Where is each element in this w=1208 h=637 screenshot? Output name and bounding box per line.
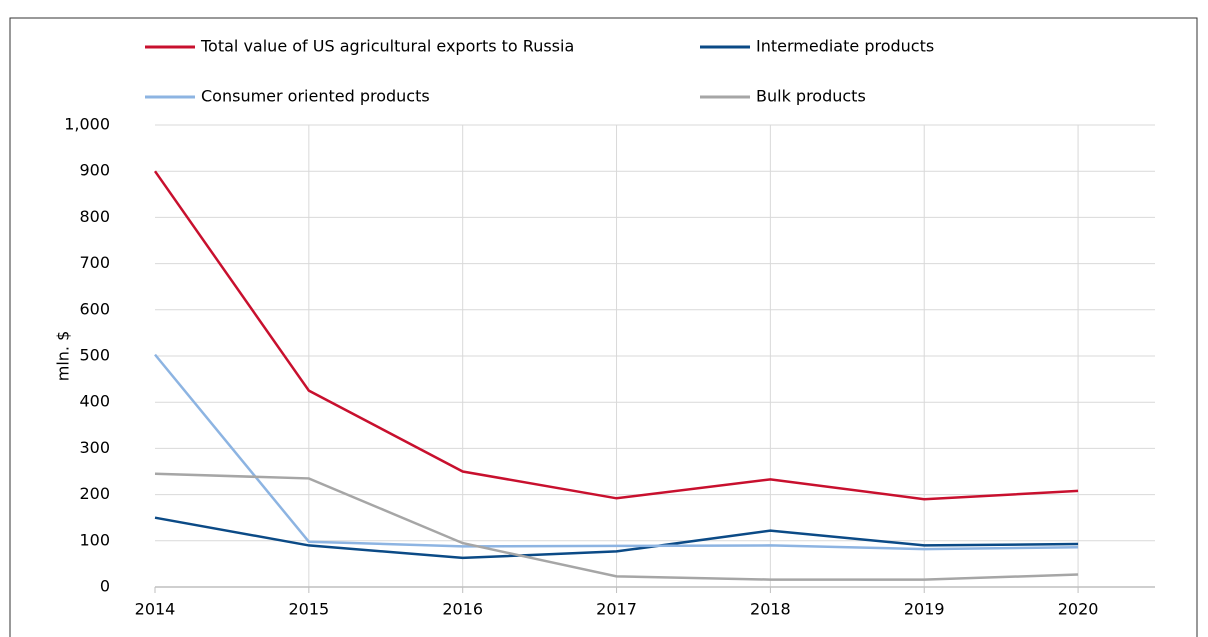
y-tick-label: 800 <box>79 207 110 226</box>
legend-label: Total value of US agricultural exports t… <box>200 37 574 56</box>
y-tick-label: 300 <box>79 438 110 457</box>
legend-label: Intermediate products <box>756 37 934 56</box>
y-tick-label: 700 <box>79 253 110 272</box>
line-series <box>153 170 1079 501</box>
x-tick-label: 2014 <box>135 600 176 619</box>
x-tick-label: 2019 <box>904 600 945 619</box>
x-tick-label: 2018 <box>750 600 791 619</box>
x-tick-label: 2020 <box>1058 600 1099 619</box>
chart-frame <box>9 17 1198 637</box>
x-tick-label: 2015 <box>288 600 329 619</box>
y-tick-label: 200 <box>79 484 110 503</box>
line-series <box>154 516 1079 560</box>
y-tick-label: 900 <box>79 161 110 180</box>
y-tick-label: 100 <box>79 530 110 549</box>
line-series <box>154 472 1079 581</box>
x-tick-label: 2017 <box>596 600 637 619</box>
y-tick-label: 500 <box>79 346 110 365</box>
y-tick-label: 400 <box>79 392 110 411</box>
line-series <box>154 353 1079 551</box>
legend-label: Bulk products <box>756 87 866 106</box>
x-tick-label: 2016 <box>442 600 483 619</box>
y-tick-label: 1,000 <box>64 115 110 134</box>
legend-label: Consumer oriented products <box>201 87 430 106</box>
y-tick-label: 600 <box>79 299 110 318</box>
y-tick-label: 0 <box>100 577 110 596</box>
y-axis-label: mln. $ <box>54 331 73 382</box>
